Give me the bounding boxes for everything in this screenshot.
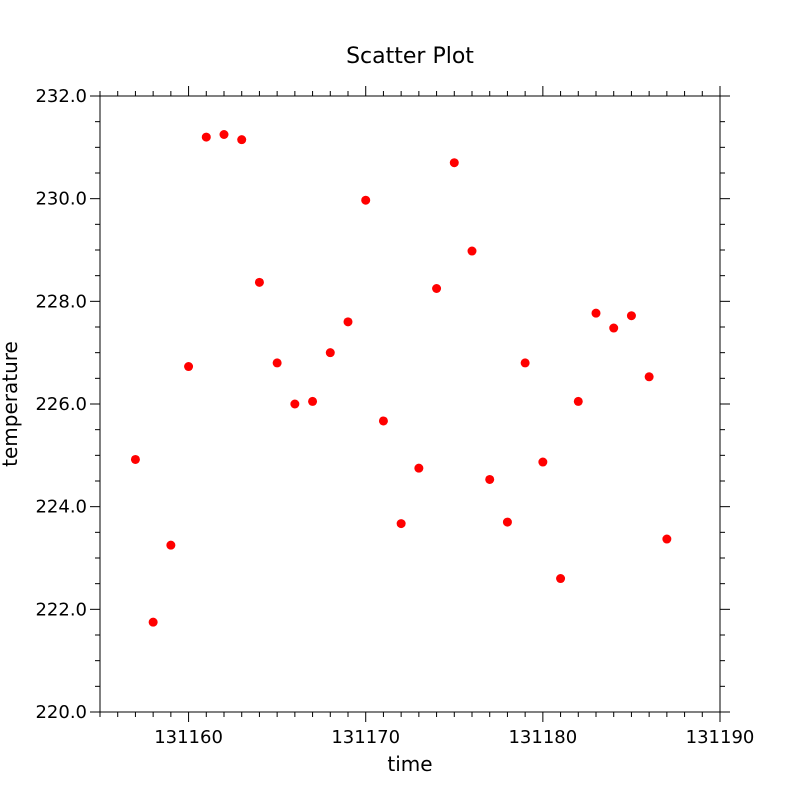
data-point bbox=[520, 358, 530, 368]
data-point bbox=[166, 540, 176, 550]
data-point bbox=[378, 416, 388, 426]
x-tick-label: 131190 bbox=[686, 727, 755, 748]
y-axis-label: temperature bbox=[0, 341, 22, 467]
x-axis-label: time bbox=[387, 752, 432, 776]
data-point bbox=[237, 135, 247, 145]
data-point bbox=[414, 463, 424, 473]
y-tick-label: 226.0 bbox=[35, 394, 87, 415]
data-point bbox=[290, 399, 300, 409]
data-point bbox=[130, 454, 140, 464]
data-point bbox=[396, 519, 406, 529]
y-tick-label: 220.0 bbox=[35, 702, 87, 723]
chart-title: Scatter Plot bbox=[346, 44, 474, 69]
data-point bbox=[538, 457, 548, 467]
axis-tick-labels: 131160 131170 131180 131190 220.0 222.0 224.0 2… bbox=[35, 86, 754, 748]
x-tick-label: 131170 bbox=[331, 727, 400, 748]
data-point bbox=[556, 574, 566, 584]
data-point bbox=[343, 317, 353, 327]
data-point bbox=[272, 358, 282, 368]
y-tick-label: 230.0 bbox=[35, 189, 87, 210]
x-tick-label: 131160 bbox=[154, 727, 223, 748]
data-point bbox=[325, 348, 335, 358]
data-point bbox=[361, 195, 371, 205]
axis-ticks bbox=[90, 86, 730, 722]
y-tick-label: 228.0 bbox=[35, 291, 87, 312]
data-point bbox=[485, 474, 495, 484]
scatter-points bbox=[130, 130, 672, 627]
data-point bbox=[591, 308, 601, 318]
y-tick-label: 222.0 bbox=[35, 599, 87, 620]
data-point bbox=[609, 323, 619, 333]
plot-frame bbox=[99, 95, 721, 713]
y-tick-label: 232.0 bbox=[35, 86, 87, 107]
y-tick-label: 224.0 bbox=[35, 497, 87, 518]
data-point bbox=[254, 277, 264, 287]
x-tick-label: 131180 bbox=[508, 727, 577, 748]
data-point bbox=[148, 617, 158, 627]
data-point bbox=[644, 372, 654, 382]
data-point bbox=[184, 362, 194, 372]
data-point bbox=[626, 311, 636, 321]
data-point bbox=[201, 132, 211, 142]
data-point bbox=[432, 284, 442, 293]
data-point bbox=[467, 246, 477, 256]
data-point bbox=[308, 396, 318, 406]
data-point bbox=[502, 517, 512, 527]
data-point bbox=[449, 158, 459, 168]
data-point bbox=[662, 534, 672, 544]
data-point bbox=[219, 130, 229, 139]
data-point bbox=[573, 396, 583, 406]
